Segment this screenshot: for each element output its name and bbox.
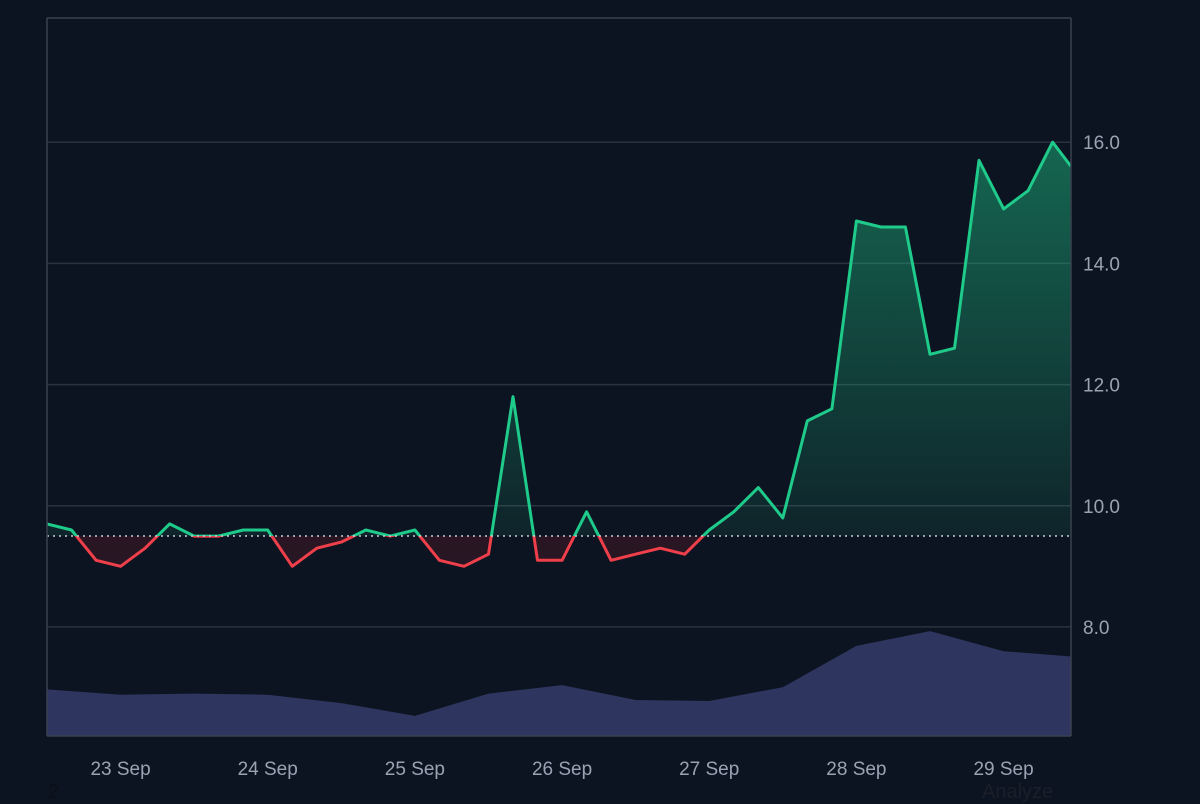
area-below-baseline <box>47 536 1071 567</box>
volume-bars <box>47 631 1071 736</box>
line-above-baseline <box>47 140 1071 537</box>
y-tick-label: 16.0 <box>1083 133 1120 154</box>
y-axis-ticks: 8.0 10.0 12.0 14.0 16.0 <box>1083 133 1120 639</box>
y-tick-label: 12.0 <box>1083 376 1120 397</box>
x-tick-label: 28 Sep <box>826 759 886 780</box>
volume-area <box>47 631 1071 736</box>
x-tick-label: 23 Sep <box>90 759 150 780</box>
y-tick-label: 10.0 <box>1083 497 1120 518</box>
y-tick-label: 8.0 <box>1083 618 1109 639</box>
y-tick-label: 14.0 <box>1083 254 1120 275</box>
line-below-baseline <box>74 536 706 568</box>
x-tick-label: 24 Sep <box>238 759 298 780</box>
x-axis-ticks: 23 Sep 24 Sep 25 Sep 26 Sep 27 Sep 28 Sep 29 S… <box>90 759 1033 780</box>
price-line <box>47 140 1071 568</box>
x-tick-label: 25 Sep <box>385 759 445 780</box>
x-tick-label: 27 Sep <box>679 759 739 780</box>
area-above-baseline <box>47 142 1071 537</box>
price-area <box>47 142 1071 567</box>
axes <box>46 17 1072 737</box>
analyze-link[interactable]: Analyze <box>982 781 1054 803</box>
x-tick-label: 26 Sep <box>532 759 592 780</box>
x-tick-label: 29 Sep <box>973 759 1033 780</box>
footer-left-text: 2 <box>48 781 60 803</box>
